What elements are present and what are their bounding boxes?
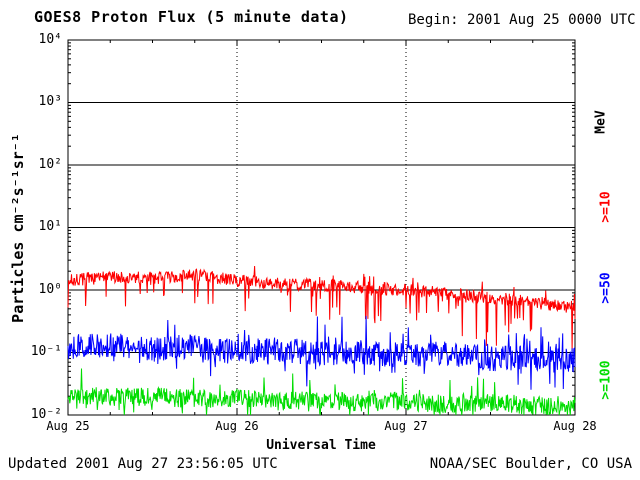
chart-title: GOES8 Proton Flux (5 minute data) (34, 8, 349, 26)
y-tick-label: 10¹ (38, 219, 62, 234)
y-tick-label: 10⁻¹ (30, 344, 62, 359)
updated-timestamp: Updated 2001 Aug 27 23:56:05 UTC (8, 456, 278, 472)
begin-time-label: Begin: 2001 Aug 25 0000 UTC (408, 12, 636, 28)
credit-label: NOAA/SEC Boulder, CO USA (429, 456, 632, 472)
legend-ge100-label: >=100 (598, 360, 614, 400)
x-axis-label: Universal Time (266, 438, 376, 453)
legend-mev-label: MeV (593, 110, 609, 134)
y-tick-label: 10³ (38, 94, 62, 109)
x-tick-label: Aug 28 (553, 419, 597, 433)
y-tick-label: 10² (38, 157, 62, 172)
flux-trace->=100 (67, 368, 576, 416)
y-axis-label: Particles cm⁻²s⁻¹sr⁻¹ (9, 133, 27, 323)
flux-trace->=50 (67, 315, 576, 390)
legend-ge50-label: >=50 (598, 272, 614, 304)
flux-trace->=10 (67, 265, 576, 351)
x-tick-label: Aug 25 (46, 419, 90, 433)
y-tick-label: 10⁻² (30, 407, 62, 422)
x-tick-label: Aug 26 (215, 419, 259, 433)
y-tick-label: 10⁰ (38, 282, 62, 297)
x-tick-label: Aug 27 (384, 419, 428, 433)
legend-ge10-label: >=10 (598, 191, 614, 223)
y-tick-label: 10⁴ (38, 32, 62, 47)
